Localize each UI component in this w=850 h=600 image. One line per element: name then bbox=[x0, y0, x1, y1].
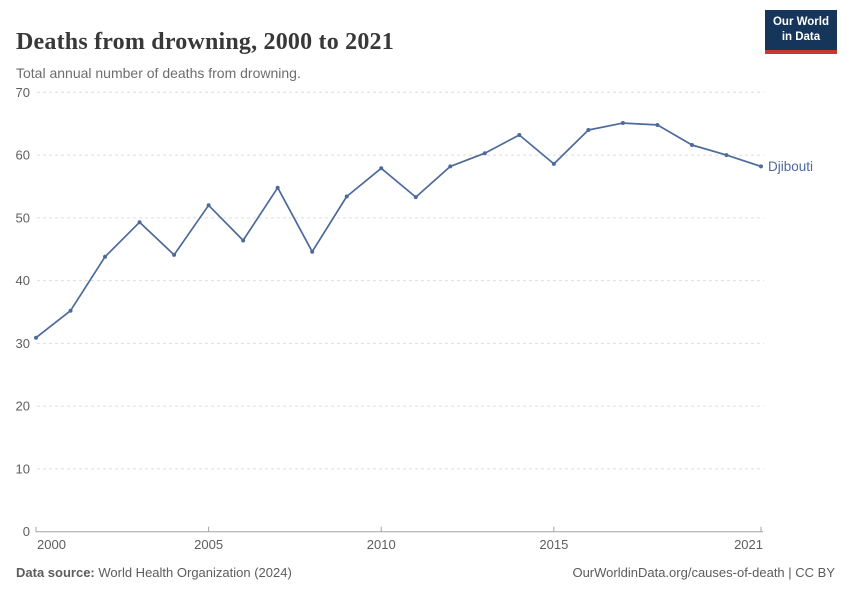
page-title: Deaths from drowning, 2000 to 2021 bbox=[16, 29, 394, 56]
x-tick-label-2015: 2015 bbox=[539, 537, 568, 552]
data-point-djibouti-2013[interactable] bbox=[482, 151, 487, 156]
owid-logo-line1: Our World bbox=[772, 16, 829, 28]
y-tick-label-0: 0 bbox=[23, 524, 30, 539]
data-source-text: World Health Organization (2024) bbox=[94, 565, 292, 580]
data-point-djibouti-2012[interactable] bbox=[448, 164, 453, 169]
chart-subtitle: Total annual number of deaths from drown… bbox=[16, 65, 301, 81]
x-tick-label-2010: 2010 bbox=[367, 537, 396, 552]
y-tick-label-30: 30 bbox=[16, 336, 30, 351]
x-tick-label-2000: 2000 bbox=[37, 537, 66, 552]
data-point-djibouti-2015[interactable] bbox=[551, 161, 556, 166]
data-point-djibouti-2010[interactable] bbox=[379, 166, 384, 171]
x-tick-label-2005: 2005 bbox=[194, 537, 223, 552]
data-point-djibouti-2019[interactable] bbox=[689, 143, 694, 148]
y-tick-label-10: 10 bbox=[16, 461, 30, 476]
data-point-djibouti-2001[interactable] bbox=[68, 308, 73, 313]
data-point-djibouti-2020[interactable] bbox=[724, 153, 729, 158]
data-point-djibouti-2000[interactable] bbox=[34, 335, 38, 340]
data-point-djibouti-2017[interactable] bbox=[620, 121, 625, 126]
owid-logo[interactable]: Our World in Data bbox=[764, 10, 837, 54]
data-point-djibouti-2008[interactable] bbox=[310, 249, 315, 254]
data-source-label: Data source: bbox=[16, 565, 95, 580]
data-point-djibouti-2014[interactable] bbox=[517, 132, 522, 137]
y-tick-label-70: 70 bbox=[16, 85, 30, 100]
data-point-djibouti-2002[interactable] bbox=[103, 254, 108, 259]
y-tick-label-60: 60 bbox=[16, 148, 30, 163]
data-point-djibouti-2004[interactable] bbox=[172, 252, 177, 257]
owid-logo-line2: in Data bbox=[781, 30, 821, 43]
y-tick-label-50: 50 bbox=[16, 210, 30, 225]
data-point-djibouti-2011[interactable] bbox=[413, 195, 418, 200]
series-line-djibouti bbox=[35, 122, 762, 339]
data-point-djibouti-2009[interactable] bbox=[344, 194, 349, 199]
y-tick-label-20: 20 bbox=[16, 399, 30, 414]
data-point-djibouti-2021[interactable] bbox=[759, 164, 763, 169]
data-point-djibouti-2003[interactable] bbox=[137, 220, 142, 225]
data-point-djibouti-2018[interactable] bbox=[655, 122, 660, 127]
data-point-djibouti-2007[interactable] bbox=[275, 185, 280, 190]
x-tick-label-2021: 2021 bbox=[734, 537, 763, 552]
y-tick-label-40: 40 bbox=[16, 273, 30, 288]
attribution-link[interactable]: OurWorldinData.org/causes-of-death | CC … bbox=[572, 565, 835, 580]
data-point-djibouti-2005[interactable] bbox=[206, 203, 211, 208]
data-point-djibouti-2006[interactable] bbox=[241, 238, 246, 243]
chart-footer: Data source: World Health Organization (… bbox=[16, 565, 835, 580]
series-label-djibouti[interactable]: Djibouti bbox=[768, 159, 813, 174]
data-point-djibouti-2016[interactable] bbox=[586, 127, 591, 132]
data-source: Data source: World Health Organization (… bbox=[16, 565, 292, 580]
